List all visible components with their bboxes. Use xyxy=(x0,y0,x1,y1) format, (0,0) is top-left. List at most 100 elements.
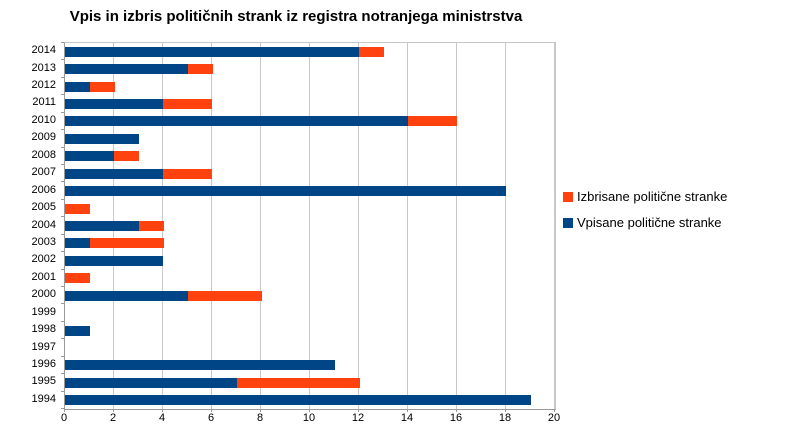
y-axis-label-1998: 1998 xyxy=(31,323,56,335)
legend-swatch-izbrisane xyxy=(563,192,573,202)
legend-item-vpisane: Vpisane politične stranke xyxy=(563,215,727,231)
y-axis-tick xyxy=(61,251,64,252)
y-axis-label-1999: 1999 xyxy=(31,306,56,318)
bar-segment-1995 xyxy=(237,378,360,388)
bar-segment-2000 xyxy=(188,291,262,301)
x-axis-label-6: 6 xyxy=(207,412,215,424)
bar-segment-2005 xyxy=(65,204,90,214)
y-axis-tick xyxy=(61,356,64,357)
x-axis-tick xyxy=(456,409,457,412)
y-axis-label-2006: 2006 xyxy=(31,184,56,196)
bar-segment-2000 xyxy=(65,291,188,301)
x-axis-label-0: 0 xyxy=(60,412,68,424)
gridline xyxy=(309,43,310,409)
bar-segment-2010 xyxy=(65,116,408,126)
x-axis-label-12: 12 xyxy=(351,412,365,424)
y-axis-label-2008: 2008 xyxy=(31,149,56,161)
y-axis-label-2009: 2009 xyxy=(31,131,56,143)
x-axis-label-8: 8 xyxy=(256,412,264,424)
x-axis-label-10: 10 xyxy=(302,412,316,424)
legend-swatch-vpisane xyxy=(563,218,573,228)
bar-segment-2011 xyxy=(163,99,212,109)
x-axis-tick xyxy=(505,409,506,412)
y-axis-tick xyxy=(61,286,64,287)
y-axis-tick xyxy=(61,321,64,322)
y-axis-tick xyxy=(61,269,64,270)
y-axis-label-1996: 1996 xyxy=(31,358,56,370)
bar-segment-2012 xyxy=(65,82,90,92)
bar-segment-1996 xyxy=(65,360,335,370)
y-axis-label-1994: 1994 xyxy=(31,393,56,405)
y-axis-label-2013: 2013 xyxy=(31,62,56,74)
gridline xyxy=(358,43,359,409)
y-axis-tick xyxy=(61,338,64,339)
y-axis-label-2012: 2012 xyxy=(31,79,56,91)
legend: Izbrisane politične stranke Vpisane polit… xyxy=(563,189,727,241)
bar-segment-2003 xyxy=(90,238,164,248)
x-axis-tick xyxy=(358,409,359,412)
y-axis-label-2004: 2004 xyxy=(31,219,56,231)
x-axis-tick xyxy=(554,409,555,412)
y-axis-tick xyxy=(61,129,64,130)
bar-segment-2006 xyxy=(65,186,506,196)
x-axis-label-14: 14 xyxy=(400,412,414,424)
x-axis-label-20: 20 xyxy=(547,412,561,424)
bar-segment-2014 xyxy=(65,47,359,57)
bar-segment-2007 xyxy=(163,169,212,179)
bar-segment-1995 xyxy=(65,378,237,388)
gridline xyxy=(211,43,212,409)
y-axis-label-2007: 2007 xyxy=(31,166,56,178)
bar-segment-2004 xyxy=(65,221,139,231)
bar-segment-2013 xyxy=(188,64,213,74)
y-axis-label-1995: 1995 xyxy=(31,375,56,387)
y-axis-label-2002: 2002 xyxy=(31,253,56,265)
x-axis-tick xyxy=(309,409,310,412)
y-axis-tick xyxy=(61,408,64,409)
gridline xyxy=(407,43,408,409)
x-axis-tick xyxy=(211,409,212,412)
bar-segment-2007 xyxy=(65,169,163,179)
y-axis-label-2001: 2001 xyxy=(31,271,56,283)
gridline xyxy=(456,43,457,409)
y-axis-tick xyxy=(61,181,64,182)
y-axis-label-2011: 2011 xyxy=(32,96,56,108)
bar-segment-2001 xyxy=(65,273,90,283)
x-axis-tick xyxy=(407,409,408,412)
y-axis-tick xyxy=(61,147,64,148)
x-axis-tick xyxy=(64,409,65,412)
y-axis-tick xyxy=(61,94,64,95)
legend-item-izbrisane: Izbrisane politične stranke xyxy=(563,189,727,205)
bar-segment-2008 xyxy=(65,151,114,161)
y-axis-tick xyxy=(61,234,64,235)
chart-title: Vpis in izbris političnih strank iz regi… xyxy=(69,8,523,25)
gridline xyxy=(554,43,555,409)
bar-segment-2010 xyxy=(408,116,457,126)
plot-area xyxy=(64,42,556,410)
y-axis-label-2014: 2014 xyxy=(31,44,56,56)
y-axis-tick xyxy=(61,164,64,165)
y-axis-tick xyxy=(61,112,64,113)
y-axis-tick xyxy=(61,42,64,43)
x-axis-label-18: 18 xyxy=(498,412,512,424)
y-axis-tick xyxy=(61,199,64,200)
y-axis-tick xyxy=(61,303,64,304)
y-axis-tick xyxy=(61,216,64,217)
legend-label-izbrisane: Izbrisane politične stranke xyxy=(577,189,728,204)
gridline xyxy=(505,43,506,409)
bar-segment-1994 xyxy=(65,395,531,405)
bar-segment-2012 xyxy=(90,82,115,92)
legend-label-vpisane: Vpisane politične stranke xyxy=(577,215,722,230)
bar-segment-1998 xyxy=(65,326,90,336)
bar-segment-2008 xyxy=(114,151,139,161)
y-axis-label-2000: 2000 xyxy=(31,288,56,300)
x-axis-label-4: 4 xyxy=(158,412,166,424)
y-axis-label-2005: 2005 xyxy=(31,201,56,213)
bar-segment-2014 xyxy=(359,47,384,57)
y-axis-tick xyxy=(61,391,64,392)
y-axis-label-2010: 2010 xyxy=(31,114,56,126)
bar-segment-2009 xyxy=(65,134,139,144)
x-axis-label-2: 2 xyxy=(109,412,117,424)
bar-segment-2011 xyxy=(65,99,163,109)
bar-segment-2004 xyxy=(139,221,164,231)
